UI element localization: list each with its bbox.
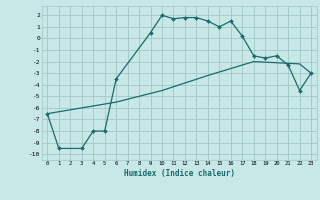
- X-axis label: Humidex (Indice chaleur): Humidex (Indice chaleur): [124, 169, 235, 178]
